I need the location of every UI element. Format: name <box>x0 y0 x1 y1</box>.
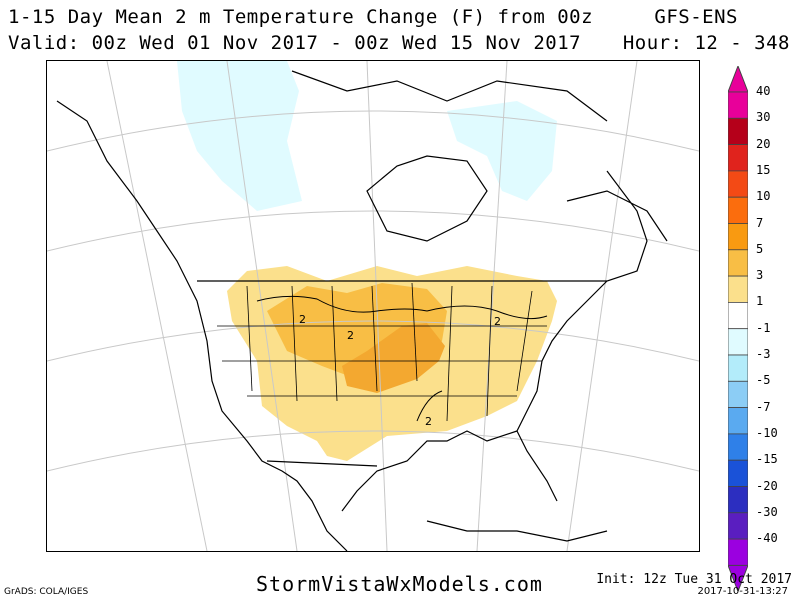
map-panel: 2 2 2 2 <box>46 60 700 552</box>
map-title: 1-15 Day Mean 2 m Temperature Change (F)… <box>8 6 594 28</box>
colorbar-label: -15 <box>756 452 778 467</box>
cool-anomaly-west <box>177 61 302 211</box>
lat-lon-grid <box>47 61 699 551</box>
colorbar-cell <box>728 170 748 198</box>
colorbar-label: 1 <box>756 294 764 309</box>
contour-label: 2 <box>425 415 432 428</box>
colorbar-label: 20 <box>756 136 771 151</box>
colorbar-label: 15 <box>756 162 771 177</box>
contour-label: 2 <box>347 329 354 342</box>
colorbar-label: -7 <box>756 399 771 414</box>
colorbar-cell <box>728 538 748 566</box>
grads-credit: GrADS: COLA/IGES <box>4 587 89 597</box>
contour-label: 2 <box>494 315 501 328</box>
colorbar-cell <box>728 512 748 540</box>
colorbar-label: 5 <box>756 241 764 256</box>
colorbar-label: -1 <box>756 320 771 335</box>
contour-lines <box>256 295 548 422</box>
valid-range: Valid: 00z Wed 01 Nov 2017 - 00z Wed 15 … <box>8 32 582 54</box>
colorbar-cell <box>728 275 748 303</box>
colorbar-label: -3 <box>756 347 771 361</box>
model-name: GFS-ENS <box>654 6 738 28</box>
colorbar-label: -5 <box>756 373 771 388</box>
colorbar-label: -30 <box>756 504 778 519</box>
forecast-hours: Hour: 12 - 348 <box>622 32 790 54</box>
init-time: Init: 12z Tue 31 Oct 2017 <box>596 572 792 587</box>
colorbar-cell <box>728 91 748 119</box>
cool-anomaly-north <box>447 101 557 201</box>
colorbar-cell <box>728 354 748 382</box>
colorbar-cell <box>728 144 748 172</box>
colorbar-bottom-arrow <box>728 564 748 592</box>
coastlines <box>56 70 668 551</box>
colorbar-cell <box>728 459 748 487</box>
colorbar-label: 30 <box>756 110 771 125</box>
colorbar-label: 7 <box>756 215 764 230</box>
warm-anomaly-strong <box>342 323 445 393</box>
colorbar-cell <box>728 223 748 251</box>
colorbar-cell <box>728 196 748 224</box>
colorbar-cell <box>728 407 748 435</box>
colorbar-cell <box>728 301 748 330</box>
contour-label: 2 <box>299 313 306 326</box>
state-borders <box>217 282 547 422</box>
colorbar-cell <box>728 117 748 145</box>
colorbar-graphic <box>728 66 748 592</box>
colorbar-label: 40 <box>756 84 771 98</box>
colorbar-top-arrow <box>728 66 748 93</box>
colorbar-cell <box>728 433 748 461</box>
colorbar-label: 3 <box>756 268 764 283</box>
colorbar-cell <box>728 328 748 356</box>
colorbar-label: -40 <box>756 531 778 546</box>
generation-stamp: 2017-10-31-13:27 <box>697 586 788 597</box>
temperature-change-map: 2 2 2 2 <box>47 61 699 551</box>
colorbar-label: -20 <box>756 478 778 493</box>
colorbar-label: 10 <box>756 189 771 204</box>
colorbar-cell <box>728 486 748 514</box>
colorbar-cell <box>728 380 748 408</box>
colorbar-cell <box>728 249 748 277</box>
site-name: StormVistaWxModels.com <box>256 572 543 596</box>
colorbar-label: -10 <box>756 425 778 440</box>
